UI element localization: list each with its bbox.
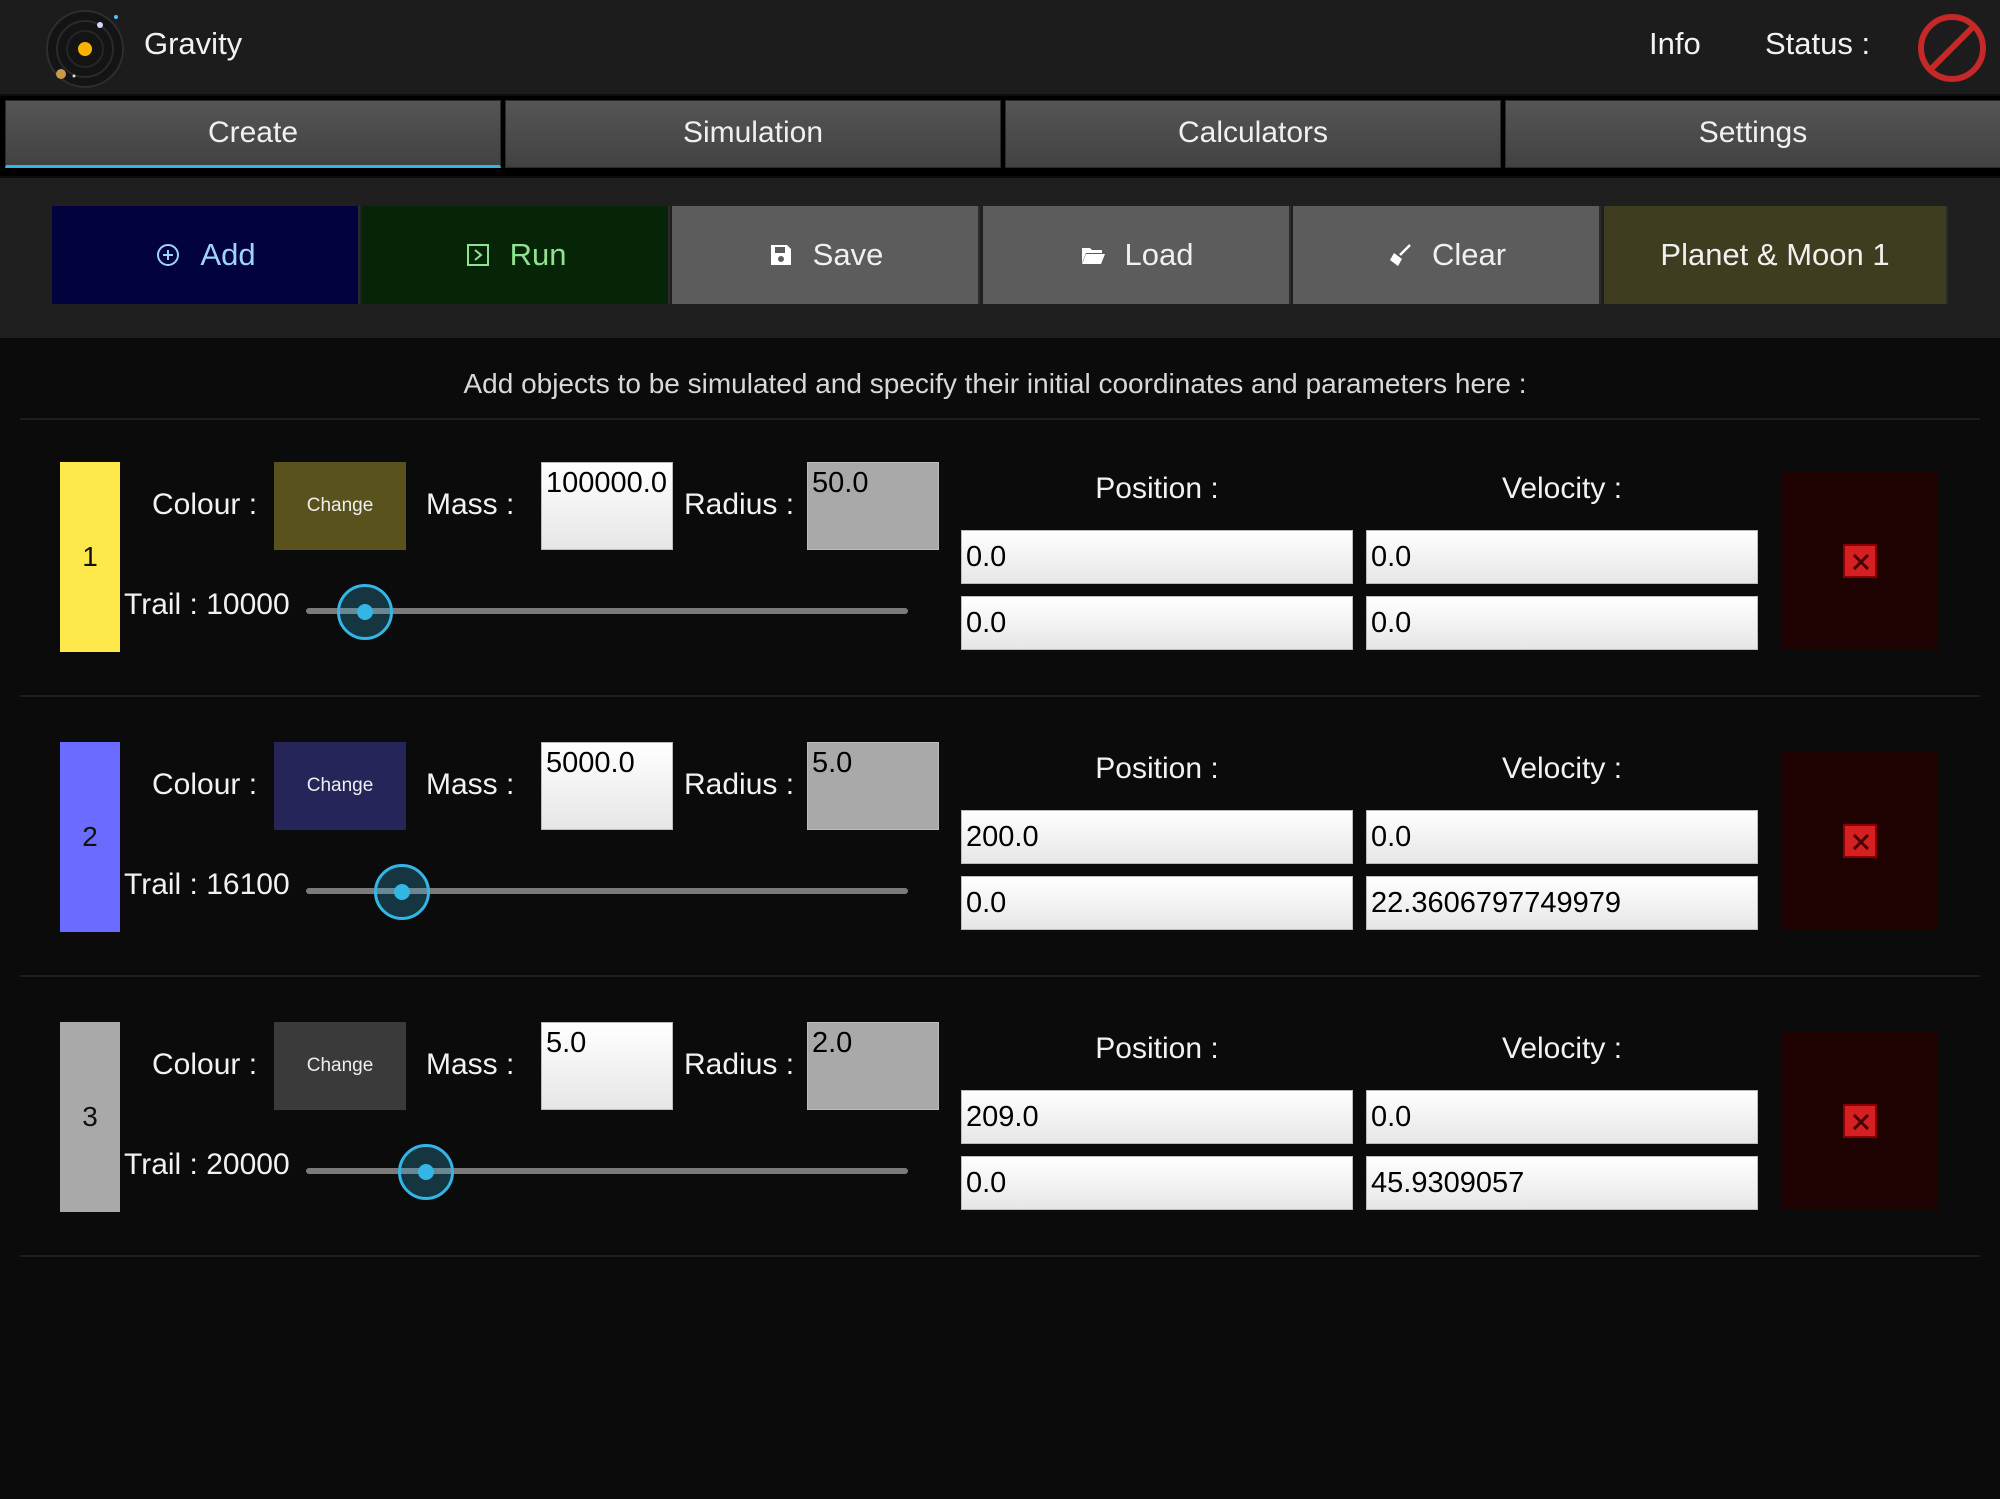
divider (20, 418, 1980, 420)
close-icon (1843, 824, 1877, 858)
preset-selector-label: Planet & Moon 1 (1660, 237, 1890, 272)
radius-label: Radius : (684, 1048, 795, 1081)
app-logo-icon (46, 10, 124, 88)
object-color-swatch: 2 (60, 742, 120, 932)
trail-readout: Trail : 20000 (124, 1148, 290, 1182)
divider (20, 695, 1980, 697)
tab-settings[interactable]: Settings (1505, 100, 2000, 168)
object-row: 1 Colour : Change Mass : Radius : Trail … (0, 462, 2000, 662)
object-row: 3 Colour : Change Mass : Radius : Trail … (0, 1022, 2000, 1222)
broom-icon (1389, 244, 1411, 266)
colour-label: Colour : (152, 488, 258, 521)
save-button[interactable]: Save (672, 206, 980, 304)
tab-create[interactable]: Create (5, 100, 501, 168)
trail-value: 20000 (206, 1148, 290, 1181)
add-button[interactable]: Add (52, 206, 360, 304)
trail-label: Trail : (124, 868, 198, 901)
velocity-x-input[interactable] (1366, 530, 1758, 584)
save-button-label: Save (812, 237, 884, 272)
title-bar: Gravity Info Status : (0, 0, 2000, 94)
object-row: 2 Colour : Change Mass : Radius : Trail … (0, 742, 2000, 942)
instructions-text: Add objects to be simulated and specify … (463, 368, 1527, 399)
radius-input[interactable] (807, 1022, 939, 1110)
mass-input[interactable] (541, 742, 673, 830)
load-button[interactable]: Load (983, 206, 1291, 304)
mass-label: Mass : (426, 768, 515, 801)
divider (20, 1255, 1980, 1257)
position-x-input[interactable] (961, 1090, 1353, 1144)
status-not-running-icon (1918, 14, 1986, 82)
tab-simulation[interactable]: Simulation (505, 100, 1001, 168)
app-title: Gravity (144, 26, 243, 61)
close-icon (1843, 544, 1877, 578)
object-color-swatch: 1 (60, 462, 120, 652)
position-y-input[interactable] (961, 1156, 1353, 1210)
close-icon (1843, 1104, 1877, 1138)
trail-slider-thumb[interactable] (374, 864, 430, 920)
folder-open-icon (1081, 248, 1105, 264)
clear-button[interactable]: Clear (1293, 206, 1601, 304)
trail-slider-track[interactable] (306, 608, 908, 614)
run-button-label: Run (509, 237, 567, 272)
velocity-y-input[interactable] (1366, 1156, 1758, 1210)
position-x-input[interactable] (961, 530, 1353, 584)
trail-slider-track[interactable] (306, 888, 908, 894)
change-colour-button[interactable]: Change (274, 1022, 406, 1110)
position-y-input[interactable] (961, 596, 1353, 650)
tab-bar: Create Simulation Calculators Settings (0, 96, 2000, 176)
trail-value: 10000 (206, 588, 290, 621)
preset-selector[interactable]: Planet & Moon 1 (1604, 206, 1948, 304)
radius-input[interactable] (807, 742, 939, 830)
add-button-label: Add (200, 237, 256, 272)
divider (20, 975, 1980, 977)
velocity-label: Velocity : (1501, 752, 1623, 785)
toolbar: Add Run Save Load Clear Planet & Moon 1 (0, 178, 2000, 338)
trail-slider-thumb[interactable] (337, 584, 393, 640)
trail-readout: Trail : 10000 (124, 588, 290, 622)
add-circle-icon (157, 244, 180, 266)
trail-label: Trail : (124, 1148, 198, 1181)
velocity-y-input[interactable] (1366, 596, 1758, 650)
position-label: Position : (1095, 472, 1219, 505)
velocity-y-input[interactable] (1366, 876, 1758, 930)
velocity-x-input[interactable] (1366, 810, 1758, 864)
mass-label: Mass : (426, 488, 515, 521)
mass-input[interactable] (541, 1022, 673, 1110)
change-colour-button[interactable]: Change (274, 462, 406, 550)
trail-slider-thumb[interactable] (398, 1144, 454, 1200)
velocity-x-input[interactable] (1366, 1090, 1758, 1144)
radius-label: Radius : (684, 768, 795, 801)
object-color-swatch: 3 (60, 1022, 120, 1212)
load-button-label: Load (1124, 237, 1194, 272)
colour-label: Colour : (152, 1048, 258, 1081)
tab-calculators[interactable]: Calculators (1005, 100, 1501, 168)
radius-label: Radius : (684, 488, 795, 521)
mass-input[interactable] (541, 462, 673, 550)
position-label: Position : (1095, 1032, 1219, 1065)
delete-object-button[interactable] (1782, 1032, 1938, 1210)
position-y-input[interactable] (961, 876, 1353, 930)
status-label: Status : (1765, 26, 1871, 61)
delete-object-button[interactable] (1782, 472, 1938, 650)
velocity-label: Velocity : (1501, 472, 1623, 505)
run-button[interactable]: Run (362, 206, 670, 304)
trail-readout: Trail : 16100 (124, 868, 290, 902)
mass-label: Mass : (426, 1048, 515, 1081)
trail-label: Trail : (124, 588, 198, 621)
radius-input[interactable] (807, 462, 939, 550)
trail-slider-track[interactable] (306, 1168, 908, 1174)
position-x-input[interactable] (961, 810, 1353, 864)
delete-object-button[interactable] (1782, 752, 1938, 930)
info-button[interactable]: Info (1649, 26, 1701, 61)
colour-label: Colour : (152, 768, 258, 801)
run-icon (466, 244, 489, 266)
velocity-label: Velocity : (1501, 1032, 1623, 1065)
change-colour-button[interactable]: Change (274, 742, 406, 830)
position-label: Position : (1095, 752, 1219, 785)
clear-button-label: Clear (1431, 237, 1507, 272)
floppy-disk-icon (770, 245, 791, 265)
trail-value: 16100 (206, 868, 290, 901)
